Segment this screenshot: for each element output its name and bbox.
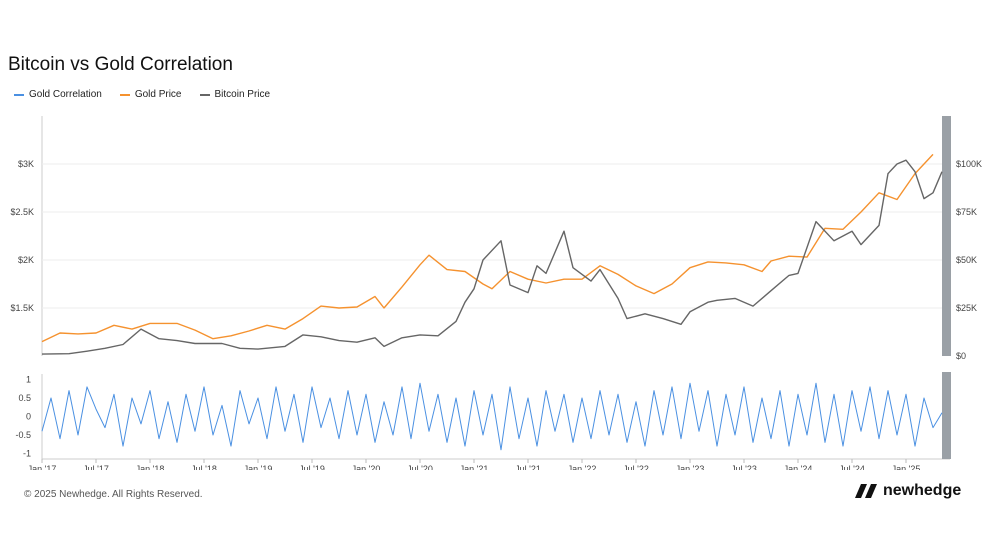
top-panel-scroll-strip bbox=[942, 116, 951, 356]
copyright-text: © 2025 Newhedge. All Rights Reserved. bbox=[24, 489, 203, 500]
series-line-gold-correlation bbox=[41, 382, 943, 451]
legend-item-gold-price[interactable]: Gold Price bbox=[119, 89, 182, 100]
page-title: Bitcoin vs Gold Correlation bbox=[8, 54, 233, 75]
brand[interactable]: newhedge bbox=[855, 482, 961, 500]
chart-legend: Gold Correlation Gold Price Bitcoin Pric… bbox=[14, 89, 270, 100]
bottom-panel-scroll-strip bbox=[942, 372, 951, 459]
x-axis-tick-label: Jan '18 bbox=[136, 464, 165, 470]
x-axis-tick-label: Jan '21 bbox=[460, 464, 489, 470]
x-axis-tick-label: Jan '20 bbox=[352, 464, 381, 470]
x-axis-tick-label: Jan '19 bbox=[244, 464, 273, 470]
x-axis-tick-label: Jan '17 bbox=[28, 464, 57, 470]
left-axis-tick-label: $1.5K bbox=[10, 303, 34, 313]
x-axis-tick-label: Jul '23 bbox=[731, 464, 757, 470]
x-axis-tick-label: Jul '20 bbox=[407, 464, 433, 470]
right-axis-tick-label: $75K bbox=[956, 207, 977, 217]
x-axis-tick-label: Jan '25 bbox=[892, 464, 921, 470]
x-axis-tick-label: Jul '24 bbox=[839, 464, 865, 470]
newhedge-logo-icon bbox=[855, 484, 877, 498]
series-line-gold-price bbox=[41, 153, 934, 343]
chart-canvas[interactable]: $1.5K $2K $2.5K $3K $0 $25K $50K $75K $100K 1 0.5 0… bbox=[0, 0, 984, 470]
x-axis-tick-label: Jul '19 bbox=[299, 464, 325, 470]
x-axis-tick-label: Jul '17 bbox=[83, 464, 109, 470]
left-axis-tick-label: $2K bbox=[18, 255, 34, 265]
brand-name: newhedge bbox=[883, 482, 962, 499]
x-axis-tick-label: Jan '24 bbox=[784, 464, 813, 470]
legend-swatch bbox=[14, 93, 24, 96]
x-axis-tick-label: Jan '23 bbox=[676, 464, 705, 470]
left-axis-tick-label: $3K bbox=[18, 159, 34, 169]
legend-item-bitcoin-price[interactable]: Bitcoin Price bbox=[199, 89, 271, 100]
correlation-axis-tick-label: 1 bbox=[26, 375, 31, 385]
legend-swatch bbox=[199, 93, 210, 96]
legend-swatch bbox=[119, 93, 130, 96]
x-axis-tick-label: Jan '22 bbox=[568, 464, 597, 470]
correlation-axis-tick-label: -1 bbox=[23, 448, 31, 458]
right-axis-tick-label: $50K bbox=[956, 255, 977, 265]
correlation-axis-tick-label: -0.5 bbox=[15, 430, 31, 440]
legend-label: Gold Correlation bbox=[29, 89, 102, 100]
x-axis-tick-label: Jul '21 bbox=[515, 464, 541, 470]
left-axis-tick-label: $2.5K bbox=[10, 207, 34, 217]
correlation-axis-tick-label: 0 bbox=[26, 412, 31, 422]
legend-label: Gold Price bbox=[134, 89, 182, 100]
correlation-axis-tick-label: 0.5 bbox=[18, 393, 31, 403]
legend-label: Bitcoin Price bbox=[214, 89, 271, 100]
right-axis-tick-label: $0 bbox=[956, 351, 966, 361]
right-axis-tick-label: $100K bbox=[956, 159, 982, 169]
x-axis-tick-label: Jul '22 bbox=[623, 464, 649, 470]
right-axis-tick-label: $25K bbox=[956, 303, 977, 313]
series-line-bitcoin-price bbox=[41, 159, 943, 355]
x-axis-tick-label: Jul '18 bbox=[191, 464, 217, 470]
legend-item-gold-correlation[interactable]: Gold Correlation bbox=[14, 89, 102, 100]
